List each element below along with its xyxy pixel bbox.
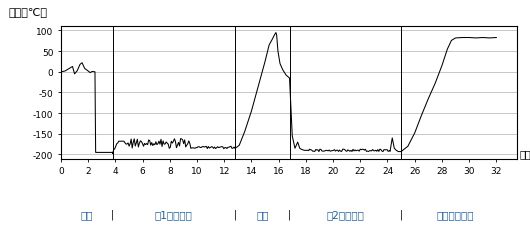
Text: 分段充分复温: 分段充分复温 <box>437 209 474 219</box>
Text: 第2周期冷冻: 第2周期冷冻 <box>326 209 364 219</box>
Text: 第1周期冷冻: 第1周期冷冻 <box>155 209 193 219</box>
Text: 试针: 试针 <box>81 209 93 219</box>
Text: |: | <box>400 209 403 219</box>
Text: 温度（℃）: 温度（℃） <box>8 7 48 17</box>
Text: 复温: 复温 <box>256 209 269 219</box>
Text: |: | <box>111 209 114 219</box>
Text: |: | <box>288 209 291 219</box>
Text: 时间（min）: 时间（min） <box>519 149 530 159</box>
Text: |: | <box>234 209 237 219</box>
